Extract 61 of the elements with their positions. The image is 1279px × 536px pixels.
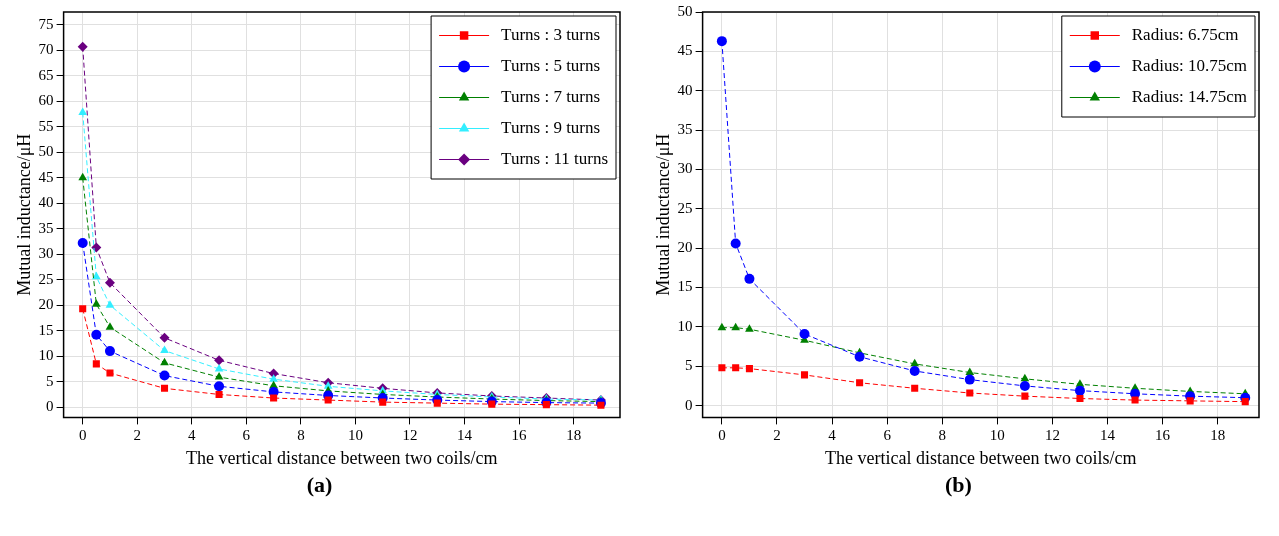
y-tick-label: 30 <box>38 245 54 262</box>
y-tick-label: 50 <box>38 143 54 160</box>
y-tick-label: 65 <box>38 66 54 83</box>
x-tick-label: 0 <box>717 427 726 444</box>
legend-label: Turns : 5 turns <box>500 55 600 75</box>
y-tick-label: 35 <box>38 219 54 236</box>
x-tick-label: 16 <box>1154 427 1171 444</box>
y-tick-label: 15 <box>38 321 54 338</box>
y-tick-label: 25 <box>38 270 54 287</box>
legend-label: Turns : 3 turns <box>500 24 600 44</box>
x-tick-label: 12 <box>1044 427 1060 444</box>
legend-label: Radius: 14.75cm <box>1131 86 1247 106</box>
y-tick-label: 20 <box>38 296 54 313</box>
x-tick-label: 4 <box>827 427 836 444</box>
y-tick-label: 20 <box>677 239 693 256</box>
y-tick-label: 5 <box>45 372 54 389</box>
y-tick-label: 40 <box>677 81 693 98</box>
y-tick-label: 45 <box>677 42 693 59</box>
legend-label: Radius: 6.75cm <box>1131 24 1238 44</box>
y-axis-title: Mutual inductance/μH <box>652 133 673 296</box>
y-tick-label: 70 <box>38 41 54 58</box>
y-tick-label: 25 <box>677 199 693 216</box>
y-tick-label: 5 <box>684 357 693 374</box>
x-axis-title: The vertical distance between two coils/cm <box>824 447 1136 468</box>
x-tick-label: 16 <box>511 427 527 444</box>
x-tick-label: 2 <box>772 427 781 444</box>
x-tick-label: 12 <box>401 427 417 444</box>
legend-label: Turns : 11 turns <box>500 148 608 168</box>
x-tick-label: 18 <box>1209 427 1225 444</box>
x-tick-label: 4 <box>187 427 196 444</box>
x-axis-title: The vertical distance between two coils/cm <box>185 447 497 468</box>
legend-label: Turns : 9 turns <box>500 117 600 137</box>
y-tick-label: 55 <box>38 117 54 134</box>
x-tick-label: 6 <box>242 427 251 444</box>
y-tick-label: 15 <box>677 278 693 295</box>
x-tick-label: 14 <box>456 427 473 444</box>
legend-label: Turns : 7 turns <box>500 86 600 106</box>
y-tick-label: 30 <box>677 160 693 177</box>
y-tick-label: 45 <box>38 168 54 185</box>
text: (b) <box>945 472 972 498</box>
y-tick-label: 75 <box>38 15 54 32</box>
x-tick-label: 2 <box>132 427 141 444</box>
y-tick-label: 60 <box>38 92 54 109</box>
x-tick-label: 10 <box>989 427 1005 444</box>
x-tick-label: 18 <box>565 427 581 444</box>
y-tick-label: 40 <box>38 194 54 211</box>
y-tick-label: 50 <box>677 2 693 19</box>
text: (a) <box>306 472 333 498</box>
x-tick-label: 8 <box>296 427 305 444</box>
legend-label: Radius: 10.75cm <box>1131 55 1247 75</box>
x-tick-label: 0 <box>78 427 86 444</box>
y-tick-label: 0 <box>45 398 54 415</box>
y-axis-title: Mutual inductance/μH <box>13 133 34 296</box>
x-tick-label: 10 <box>347 427 363 444</box>
y-tick-label: 35 <box>677 121 693 138</box>
y-tick-label: 10 <box>677 317 693 334</box>
x-tick-label: 14 <box>1099 427 1115 444</box>
y-tick-label: 0 <box>684 396 693 413</box>
x-tick-label: 8 <box>937 427 946 444</box>
y-tick-label: 10 <box>38 347 54 364</box>
x-tick-label: 6 <box>882 427 891 444</box>
